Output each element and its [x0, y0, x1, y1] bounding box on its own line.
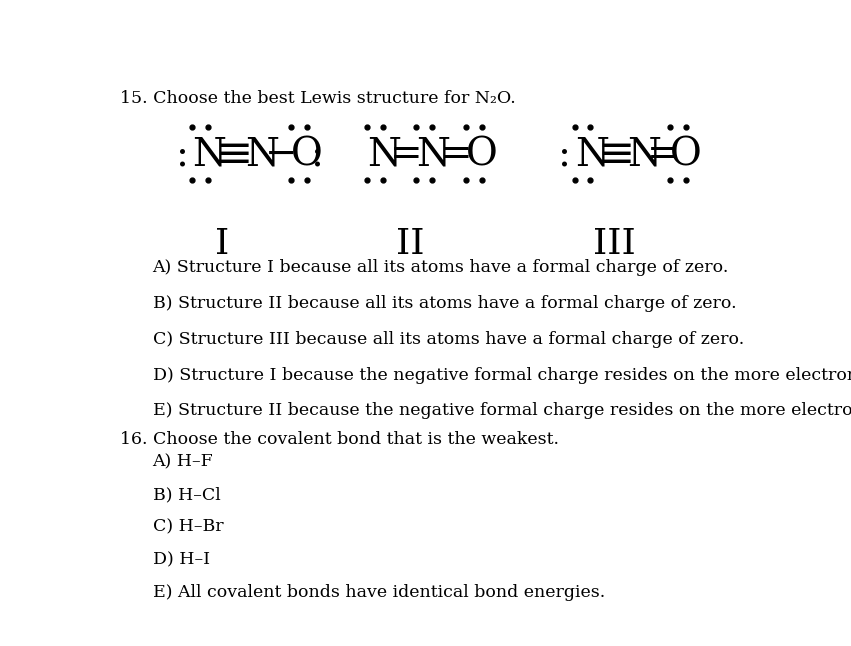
Text: :: :: [558, 136, 571, 173]
Text: B) Structure II because all its atoms have a formal charge of zero.: B) Structure II because all its atoms ha…: [152, 295, 736, 312]
Text: 15. Choose the best Lewis structure for N₂O.: 15. Choose the best Lewis structure for …: [119, 90, 516, 107]
Text: E) Structure II because the negative formal charge resides on the more electrone: E) Structure II because the negative for…: [152, 402, 851, 419]
Text: N: N: [367, 136, 401, 173]
Text: =: =: [390, 136, 423, 173]
Text: ≡: ≡: [215, 133, 253, 176]
Text: ≡: ≡: [597, 133, 635, 176]
Text: =: =: [439, 136, 472, 173]
Text: −: −: [265, 136, 297, 173]
Text: C) Structure III because all its atoms have a formal charge of zero.: C) Structure III because all its atoms h…: [152, 331, 744, 348]
Text: D) Structure I because the negative formal charge resides on the more electroneg: D) Structure I because the negative form…: [152, 366, 851, 384]
Text: I: I: [214, 227, 229, 261]
Text: N: N: [416, 136, 450, 173]
Text: N: N: [574, 136, 608, 173]
Text: :: :: [175, 136, 189, 173]
Text: E) All covalent bonds have identical bond energies.: E) All covalent bonds have identical bon…: [152, 585, 605, 601]
Text: III: III: [593, 227, 636, 261]
Text: :: :: [311, 136, 324, 173]
Text: =: =: [648, 136, 680, 173]
Text: B) H–Cl: B) H–Cl: [152, 486, 220, 503]
Text: A) Structure I because all its atoms have a formal charge of zero.: A) Structure I because all its atoms hav…: [152, 259, 729, 276]
Text: C) H–Br: C) H–Br: [152, 519, 223, 536]
Text: 16. Choose the covalent bond that is the weakest.: 16. Choose the covalent bond that is the…: [119, 431, 558, 448]
Text: N: N: [192, 136, 226, 173]
Text: II: II: [396, 227, 424, 261]
Text: O: O: [291, 136, 323, 173]
Text: D) H–I: D) H–I: [152, 552, 209, 568]
Text: N: N: [627, 136, 661, 173]
Text: A) H–F: A) H–F: [152, 453, 214, 470]
Text: O: O: [671, 136, 702, 173]
Text: N: N: [245, 136, 279, 173]
Text: O: O: [465, 136, 498, 173]
